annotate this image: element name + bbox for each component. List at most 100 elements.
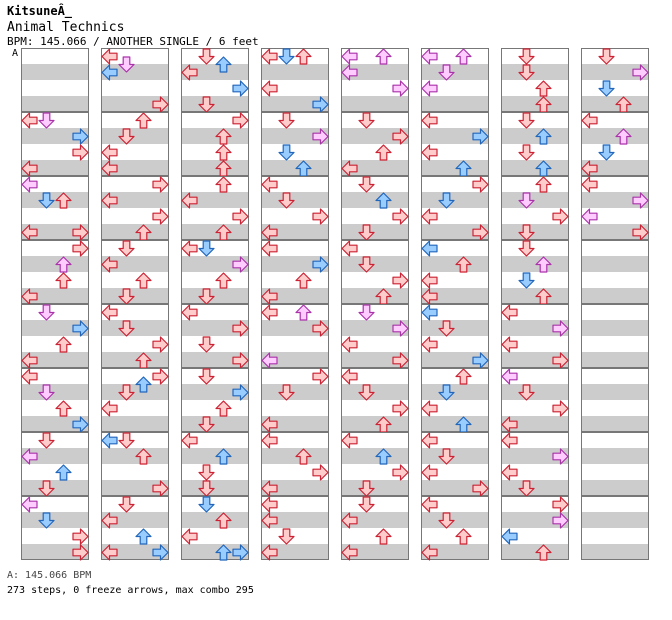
beat-stripe [501, 384, 569, 400]
beat-stripe [21, 192, 89, 208]
beat-stripe [101, 96, 169, 112]
sixteenth-up-arrow-icon [455, 48, 472, 65]
eighth-down-arrow-icon [438, 192, 455, 209]
quarter-left-arrow-icon [101, 160, 118, 177]
sixteenth-up-arrow-icon [535, 256, 552, 273]
quarter-down-arrow-icon [118, 384, 135, 401]
quarter-left-arrow-icon [261, 416, 278, 433]
quarter-down-arrow-icon [518, 48, 535, 65]
measure-border [261, 240, 329, 304]
quarter-down-arrow-icon [358, 176, 375, 193]
measure-border [261, 368, 329, 432]
eighth-right-arrow-icon [232, 544, 249, 561]
measure-border [261, 304, 329, 368]
beat-stripe [181, 96, 249, 112]
beat-stripe [581, 416, 649, 432]
quarter-down-arrow-icon [358, 384, 375, 401]
sixteenth-up-arrow-icon [55, 256, 72, 273]
sixteenth-right-arrow-icon [552, 320, 569, 337]
measure [501, 432, 569, 497]
quarter-down-arrow-icon [118, 496, 135, 513]
quarter-right-arrow-icon [472, 224, 489, 241]
beat-stripe [261, 416, 329, 432]
quarter-up-arrow-icon [135, 448, 152, 465]
measure-border [501, 48, 569, 112]
beat-stripe [341, 192, 409, 208]
quarter-down-arrow-icon [438, 448, 455, 465]
beat-stripe [341, 544, 409, 560]
measure-border [21, 48, 89, 112]
beat-stripe [261, 320, 329, 336]
sixteenth-left-arrow-icon [261, 352, 278, 369]
measure-border [341, 432, 409, 496]
beat-stripe [21, 480, 89, 496]
measure-border [341, 240, 409, 304]
measure [101, 432, 169, 497]
quarter-left-arrow-icon [261, 288, 278, 305]
quarter-right-arrow-icon [392, 352, 409, 369]
beat-stripe [261, 64, 329, 80]
sixteenth-right-arrow-icon [232, 256, 249, 273]
beat-stripe [341, 352, 409, 368]
measure-border [181, 496, 249, 560]
beat-stripe [581, 96, 649, 112]
quarter-left-arrow-icon [261, 48, 278, 65]
measure-border [581, 304, 649, 368]
quarter-left-arrow-icon [421, 336, 438, 353]
beat-stripe [181, 64, 249, 80]
beat-stripe [341, 224, 409, 240]
measure [341, 48, 409, 112]
measure-border [261, 48, 329, 112]
quarter-left-arrow-icon [501, 336, 518, 353]
quarter-left-arrow-icon [421, 432, 438, 449]
quarter-left-arrow-icon [341, 240, 358, 257]
quarter-up-arrow-icon [55, 336, 72, 353]
measure [501, 48, 569, 113]
quarter-left-arrow-icon [101, 48, 118, 65]
quarter-up-arrow-icon [55, 272, 72, 289]
beat-stripe [501, 480, 569, 496]
quarter-down-arrow-icon [278, 192, 295, 209]
quarter-down-arrow-icon [118, 240, 135, 257]
quarter-left-arrow-icon [261, 544, 278, 561]
quarter-down-arrow-icon [358, 256, 375, 273]
quarter-right-arrow-icon [72, 224, 89, 241]
beat-stripe [261, 256, 329, 272]
eighth-up-arrow-icon [135, 376, 152, 393]
quarter-up-arrow-icon [295, 48, 312, 65]
measure-border [421, 112, 489, 176]
quarter-right-arrow-icon [552, 208, 569, 225]
measure-border [501, 496, 569, 560]
quarter-down-arrow-icon [118, 288, 135, 305]
beat-stripe [421, 256, 489, 272]
sixteenth-right-arrow-icon [392, 320, 409, 337]
beat-stripe [501, 96, 569, 112]
beat-stripe [101, 512, 169, 528]
measure-border [101, 304, 169, 368]
quarter-right-arrow-icon [312, 464, 329, 481]
sixteenth-left-arrow-icon [341, 48, 358, 65]
sixteenth-down-arrow-icon [438, 64, 455, 81]
measure-border [261, 432, 329, 496]
quarter-up-arrow-icon [215, 272, 232, 289]
sixteenth-up-arrow-icon [375, 48, 392, 65]
eighth-right-arrow-icon [72, 128, 89, 145]
quarter-left-arrow-icon [261, 240, 278, 257]
beat-stripe [21, 544, 89, 560]
measure [581, 368, 649, 432]
beat-stripe [261, 128, 329, 144]
quarter-up-arrow-icon [295, 272, 312, 289]
measure [341, 304, 409, 369]
beat-stripe [181, 192, 249, 208]
beat-stripe [181, 128, 249, 144]
beat-stripe [421, 352, 489, 368]
quarter-up-arrow-icon [135, 112, 152, 129]
quarter-down-arrow-icon [198, 480, 215, 497]
quarter-left-arrow-icon [261, 304, 278, 321]
beat-stripe [501, 256, 569, 272]
measure-border [341, 176, 409, 240]
quarter-left-arrow-icon [421, 272, 438, 289]
measure [261, 48, 329, 113]
beat-stripe [421, 448, 489, 464]
eighth-left-arrow-icon [101, 64, 118, 81]
